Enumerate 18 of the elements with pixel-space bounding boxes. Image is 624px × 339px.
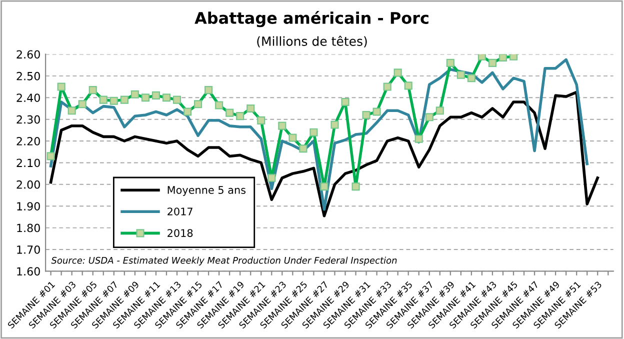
chart-subtitle: (Millions de têtes) [257, 36, 367, 48]
y-tick-label: 1.90 [17, 202, 40, 210]
legend-label: 2017 [168, 208, 192, 216]
y-tick-label: 2.20 [16, 137, 40, 146]
chart-title: Abattage américain - Porc [194, 10, 428, 28]
y-tick-label: 1.80 [17, 224, 40, 232]
y-tick-label: 2.40 [16, 94, 40, 102]
y-tick-label: 1.60 [17, 267, 40, 276]
legend-label: Moyenne 5 ans [168, 186, 246, 196]
y-tick-label: 2.50 [16, 72, 40, 80]
line-series [49, 90, 600, 218]
y-tick-label: 2.60 [16, 50, 40, 59]
y-tick-label: 1.70 [17, 245, 40, 254]
annotation: Source: USDA - Estimated Weekly Meat Production Under Federal Inspection [51, 256, 397, 266]
y-tick-label: 2.00 [16, 180, 40, 189]
y-tick-label: 2.10 [16, 158, 40, 168]
legend-label: 2018 [168, 229, 193, 237]
y-tick-label: 2.30 [16, 115, 40, 124]
